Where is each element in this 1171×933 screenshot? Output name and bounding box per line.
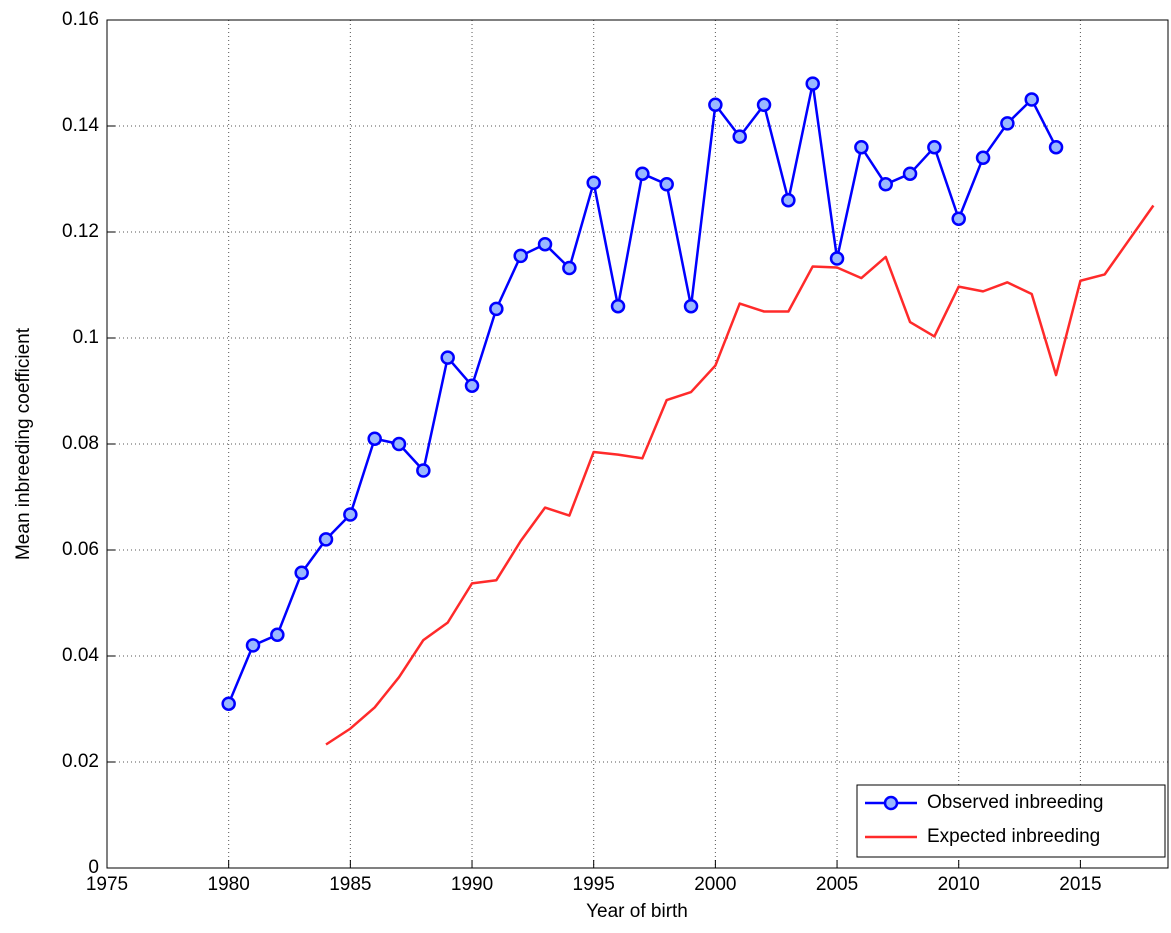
data-point xyxy=(635,166,650,181)
data-point xyxy=(245,638,261,653)
y-tick-label: 0.14 xyxy=(62,115,99,136)
y-tick-label: 0.16 xyxy=(62,9,99,30)
x-tick-label: 1980 xyxy=(208,874,250,895)
data-point xyxy=(464,378,480,393)
x-tick-label: 1975 xyxy=(86,874,128,895)
legend-marker xyxy=(883,795,899,811)
data-point xyxy=(781,192,796,208)
x-tick-label: 2005 xyxy=(816,874,858,895)
data-point xyxy=(562,260,577,276)
data-point xyxy=(1024,92,1039,107)
x-tick-label: 2000 xyxy=(694,874,736,895)
data-point xyxy=(927,139,942,155)
x-tick-label: 1990 xyxy=(451,874,493,895)
data-point xyxy=(343,507,358,522)
legend-label: Expected inbreeding xyxy=(927,826,1100,847)
data-point xyxy=(416,463,431,478)
data-point xyxy=(221,696,236,711)
data-point xyxy=(1048,139,1064,155)
y-tick-label: 0.12 xyxy=(62,221,99,242)
x-axis-label: Year of birth xyxy=(586,901,688,922)
data-point xyxy=(829,251,845,266)
data-point xyxy=(367,431,382,446)
y-tick-label: 0.04 xyxy=(62,645,99,666)
y-tick-label: 0.06 xyxy=(62,539,99,560)
data-point xyxy=(902,166,918,181)
x-tick-label: 2010 xyxy=(938,874,980,895)
data-point xyxy=(391,436,407,452)
x-tick-label: 1985 xyxy=(329,874,371,895)
data-point xyxy=(683,298,699,314)
y-tick-label: 0.1 xyxy=(73,327,99,348)
data-point xyxy=(489,301,504,317)
x-tick-label: 2015 xyxy=(1059,874,1101,895)
data-point xyxy=(537,236,553,252)
data-point xyxy=(951,211,966,226)
data-point xyxy=(756,97,772,113)
data-point xyxy=(294,565,309,581)
y-tick-label: 0.02 xyxy=(62,751,99,772)
y-axis-label: Mean inbreeding coefficient xyxy=(13,327,34,560)
y-tick-label: 0.08 xyxy=(62,433,99,454)
data-point xyxy=(854,139,869,155)
data-point xyxy=(1000,116,1015,131)
data-point xyxy=(610,298,626,314)
data-point xyxy=(270,627,285,643)
data-point xyxy=(659,177,674,192)
data-point xyxy=(975,150,991,166)
data-point xyxy=(513,248,528,264)
data-point xyxy=(805,76,820,91)
series-line xyxy=(325,204,1155,746)
legend-label: Observed inbreeding xyxy=(927,792,1103,813)
legend-box xyxy=(856,784,1166,858)
plot-frame xyxy=(106,19,1169,869)
data-point xyxy=(708,97,723,113)
x-tick-label: 1995 xyxy=(573,874,615,895)
data-point xyxy=(318,532,334,547)
data-point xyxy=(586,175,601,190)
data-point xyxy=(732,129,747,144)
data-point xyxy=(878,177,893,192)
y-tick-label: 0 xyxy=(88,857,99,878)
data-point xyxy=(440,350,455,365)
